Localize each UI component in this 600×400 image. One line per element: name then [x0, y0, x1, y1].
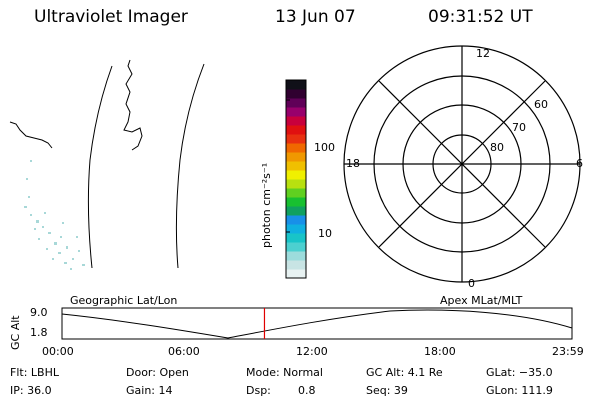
- lat-label-80: 80: [490, 141, 504, 154]
- geographic-map: [9, 59, 205, 269]
- ip-status: IP: 36.0: [10, 384, 52, 397]
- colorbar-segment: [286, 143, 306, 153]
- date-label: 13 Jun 07: [275, 7, 356, 27]
- timeline-plot: [61, 307, 573, 340]
- glat-status: GLat: −35.0: [486, 366, 553, 379]
- colorbar-segment: [286, 242, 306, 252]
- longitude-line: [175, 63, 205, 269]
- lat-label-60: 60: [534, 98, 548, 111]
- colorbar-segment: [286, 134, 306, 144]
- mlt-label-0: 0: [468, 277, 475, 290]
- gc-alt-status: GC Alt: 4.1 Re: [366, 366, 443, 379]
- colorbar-segment: [286, 269, 306, 279]
- apex-label: Apex MLat/MLT: [440, 294, 523, 307]
- mlt-label-12: 12: [476, 47, 490, 60]
- colorbar-segment: [286, 152, 306, 162]
- mlt-label-6: 6: [576, 157, 583, 170]
- colorbar-tick-10: 10: [318, 227, 332, 240]
- door-status: Door: Open: [126, 366, 189, 379]
- altitude-curve: [61, 309, 573, 339]
- coastline: [123, 59, 143, 151]
- dsp-label: Dsp:: [246, 384, 271, 397]
- mlt-label-18: 18: [346, 157, 360, 170]
- colorbar-unit-label: photon cm⁻²s⁻¹: [260, 162, 273, 248]
- colorbar-segment: [286, 170, 306, 180]
- y-min-label: 1.8: [30, 326, 48, 339]
- filter-status: Flt: LBHL: [10, 366, 59, 379]
- seq-status: Seq: 39: [366, 384, 408, 397]
- x-tick-0000: 00:00: [42, 345, 74, 358]
- dsp-value: 0.8: [298, 384, 316, 397]
- x-tick-1800: 18:00: [424, 345, 456, 358]
- colorbar-segment: [286, 107, 306, 117]
- colorbar-segment: [286, 80, 306, 90]
- time-label: 09:31:52 UT: [428, 7, 533, 27]
- gain-status: Gain: 14: [126, 384, 173, 397]
- longitude-line: [87, 65, 113, 269]
- polar-plot: [343, 45, 581, 283]
- colorbar-segment: [286, 197, 306, 207]
- y-max-label: 9.0: [30, 306, 48, 319]
- colorbar-border: [285, 79, 307, 279]
- x-tick-1200: 12:00: [296, 345, 328, 358]
- colorbar-segment: [286, 215, 306, 225]
- colorbar-segment: [286, 188, 306, 198]
- mode-status: Mode: Normal: [246, 366, 323, 379]
- colorbar-segment: [286, 251, 306, 261]
- colorbar-segment: [286, 233, 306, 243]
- instrument-title: Ultraviolet Imager: [34, 7, 188, 27]
- emission-speckles: [24, 160, 85, 270]
- colorbar-segment: [286, 98, 306, 108]
- colorbar-segment: [286, 125, 306, 135]
- colorbar-segment: [286, 161, 306, 171]
- coastline: [9, 121, 53, 149]
- gc-alt-axis-label: GC Alt: [9, 315, 22, 350]
- color-scale: [285, 79, 307, 279]
- lat-label-70: 70: [512, 121, 526, 134]
- colorbar-segment: [286, 89, 306, 99]
- glon-status: GLon: 111.9: [486, 384, 553, 397]
- colorbar-segment: [286, 206, 306, 216]
- colorbar-segment: [286, 260, 306, 270]
- x-tick-0600: 06:00: [168, 345, 200, 358]
- geographic-label: Geographic Lat/Lon: [70, 294, 178, 307]
- colorbar-segment: [286, 116, 306, 126]
- x-tick-2359: 23:59: [552, 345, 584, 358]
- colorbar-segment: [286, 179, 306, 189]
- colorbar-segment: [286, 224, 306, 234]
- colorbar-tick-100: 100: [314, 141, 335, 154]
